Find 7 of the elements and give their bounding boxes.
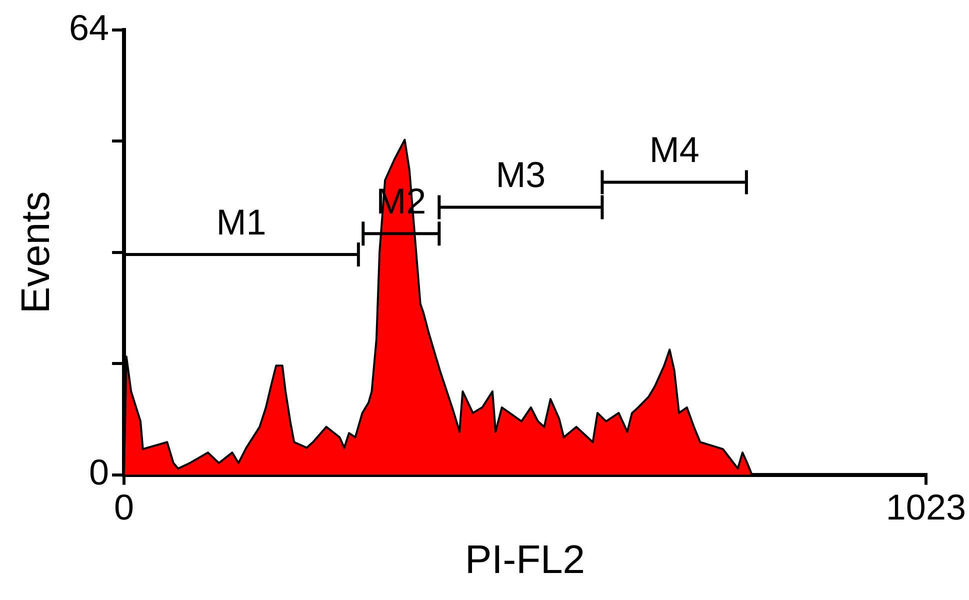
x-axis-title: PI-FL2 bbox=[464, 538, 586, 582]
series-label: M4 bbox=[649, 129, 700, 170]
y-axis-title: Events bbox=[14, 191, 58, 314]
x-tick-label: 1023 bbox=[886, 486, 966, 528]
legend-label: M3 bbox=[496, 154, 546, 196]
series-label: M1 bbox=[216, 201, 266, 242]
y-tick-label: 64 bbox=[68, 6, 110, 48]
